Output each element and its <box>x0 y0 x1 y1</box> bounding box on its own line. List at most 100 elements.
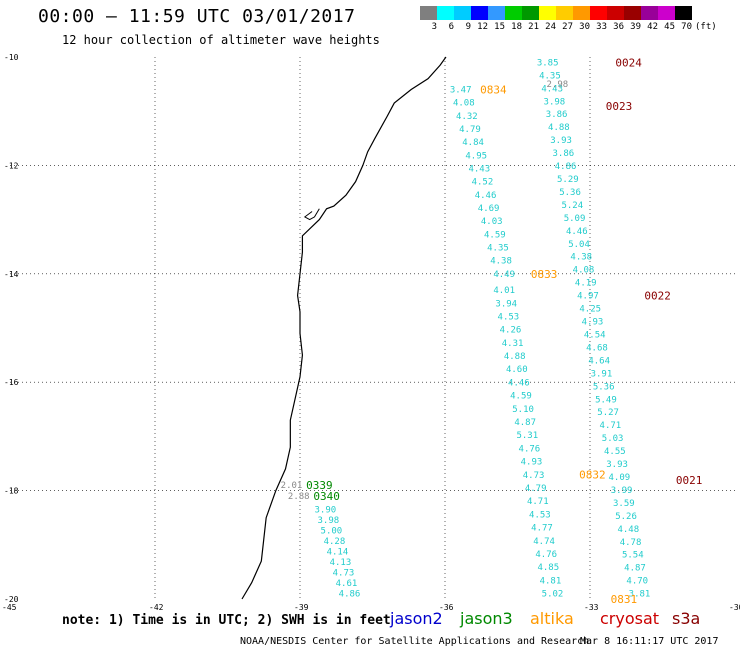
legend-label: 27 <box>562 22 573 32</box>
swh-value: 3.98 <box>544 97 566 107</box>
swh-value-gray: 2.88 <box>288 492 310 502</box>
swh-value: 5.31 <box>516 431 538 441</box>
swh-value: 4.14 <box>327 548 349 558</box>
swh-value: 4.70 <box>626 577 648 587</box>
lon-tick-label: -39 <box>294 603 309 612</box>
bay-outline <box>303 208 320 221</box>
swh-value: 4.28 <box>324 537 346 547</box>
swh-value: 3.93 <box>550 136 572 146</box>
swh-value: 5.02 <box>542 590 564 600</box>
swh-value: 4.35 <box>487 243 509 253</box>
swh-value: 5.00 <box>321 527 343 537</box>
swh-value: 4.19 <box>575 279 597 289</box>
note-text: note: 1) Time is in UTC; 2) SWH is in fe… <box>62 613 391 628</box>
swh-value: 5.10 <box>512 405 534 415</box>
swh-value: 5.04 <box>568 240 590 250</box>
swh-value: 4.71 <box>600 421 622 431</box>
legend-swatch <box>437 6 454 20</box>
swh-value: 4.69 <box>478 204 500 214</box>
lon-tick-label: -42 <box>149 603 164 612</box>
swh-value: 4.85 <box>537 563 559 573</box>
swh-value: 3.86 <box>546 110 568 120</box>
legend-label: 33 <box>596 22 607 32</box>
swh-value: 4.53 <box>529 510 551 520</box>
pass-id-label: 0023 <box>606 100 633 113</box>
swh-value: 4.46 <box>566 227 588 237</box>
swh-value-gray: 2.01 <box>281 481 303 491</box>
legend-label: 18 <box>511 22 522 32</box>
pass-id-label: 0833 <box>531 268 558 281</box>
swh-value: 5.03 <box>602 434 624 444</box>
swh-value: 4.08 <box>573 266 595 276</box>
lat-tick-label: -18 <box>4 487 19 496</box>
satellite-legend-s3a: s3a <box>672 609 701 628</box>
legend-swatch <box>624 6 641 20</box>
legend-swatch <box>590 6 607 20</box>
pass-id-label: 0832 <box>579 468 606 481</box>
swh-value: 4.59 <box>484 230 506 240</box>
legend-swatch <box>522 6 539 20</box>
swh-value: 4.97 <box>577 292 599 302</box>
swh-value: 3.47 <box>450 86 472 96</box>
swh-value: 4.86 <box>555 162 577 172</box>
legend-swatch <box>454 6 471 20</box>
swh-value: 4.35 <box>539 71 561 81</box>
swh-value: 3.59 <box>613 499 635 509</box>
swh-value: 4.68 <box>586 343 608 353</box>
page-subtitle: 12 hour collection of altimeter wave hei… <box>62 33 380 47</box>
legend-label: 36 <box>613 22 624 32</box>
swh-value: 4.87 <box>514 418 536 428</box>
pass-id-label: 0831 <box>611 593 638 606</box>
legend-label: 3 <box>431 22 437 32</box>
swh-value: 5.09 <box>564 214 586 224</box>
swh-value: 3.91 <box>591 369 613 379</box>
satellite-legend-jason3: jason3 <box>460 609 513 628</box>
page-title: 00:00 – 11:59 UTC 03/01/2017 <box>38 6 356 27</box>
swh-value: 4.77 <box>531 524 553 534</box>
swh-value: 3.99 <box>611 486 633 496</box>
swh-value: 3.98 <box>318 516 340 526</box>
footer-timestamp: Mar 8 16:11:17 UTC 2017 <box>580 636 719 647</box>
swh-value: 4.73 <box>333 569 355 579</box>
swh-value: 4.73 <box>523 471 545 481</box>
swh-value: 4.32 <box>456 112 478 122</box>
swh-value-gray: 2.98 <box>547 80 569 90</box>
swh-value: 4.71 <box>527 497 549 507</box>
swh-value: 4.87 <box>624 564 646 574</box>
swh-value: 4.49 <box>493 270 515 280</box>
legend-swatch <box>607 6 624 20</box>
swh-value: 4.46 <box>508 378 530 388</box>
lon-tick-label: -45 <box>2 603 17 612</box>
legend-label: 45 <box>664 22 675 32</box>
lat-tick-label: -16 <box>4 378 19 387</box>
swh-value: 4.59 <box>510 392 532 402</box>
swh-value: 3.90 <box>315 506 337 516</box>
legend-swatch <box>471 6 488 20</box>
legend-swatch <box>539 6 556 20</box>
legend-label: 15 <box>494 22 505 32</box>
swh-value: 5.24 <box>561 201 583 211</box>
swh-value: 4.84 <box>462 138 484 148</box>
legend-label: 24 <box>545 22 556 32</box>
swh-value: 4.01 <box>493 286 515 296</box>
swh-value: 5.27 <box>597 408 619 418</box>
lat-tick-label: -12 <box>4 161 19 170</box>
legend-label: 12 <box>477 22 488 32</box>
legend-swatch <box>641 6 658 20</box>
legend-label: 42 <box>647 22 658 32</box>
swh-value: 5.49 <box>595 395 617 405</box>
legend-label: 30 <box>579 22 590 32</box>
swh-value: 4.53 <box>498 312 520 322</box>
footer-credit: NOAA/NESDIS Center for Satellite Applica… <box>240 636 590 647</box>
swh-value: 4.26 <box>500 326 522 336</box>
pass-id-label: 0021 <box>676 474 703 487</box>
swh-value: 4.52 <box>472 178 494 188</box>
lat-tick-label: -20 <box>4 595 19 604</box>
swh-value: 4.93 <box>582 318 604 328</box>
pass-id-label: 0024 <box>615 56 642 69</box>
swh-value: 4.13 <box>330 558 352 568</box>
swh-value: 4.93 <box>521 458 543 468</box>
legend-swatch <box>675 6 692 20</box>
pass-id-label: 0022 <box>644 289 671 302</box>
